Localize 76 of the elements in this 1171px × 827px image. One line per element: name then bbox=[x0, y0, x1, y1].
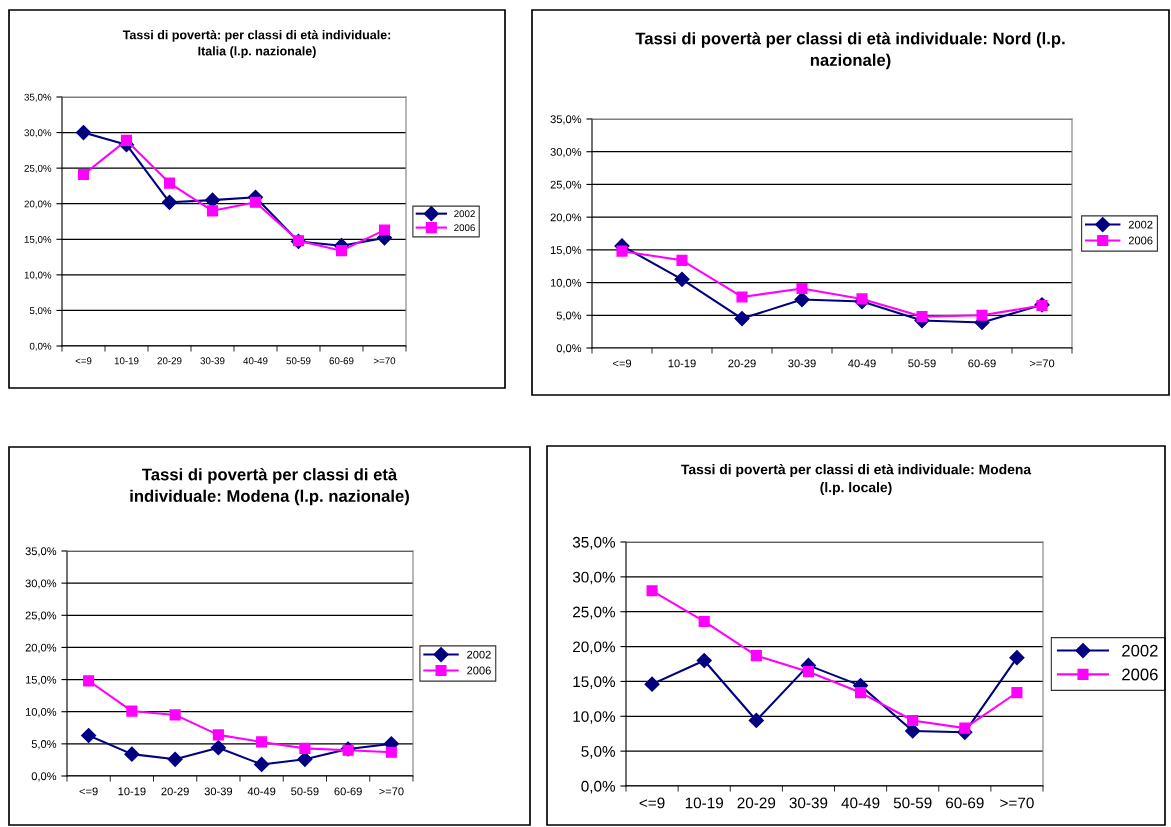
x-tick-label: 60-69 bbox=[334, 787, 362, 796]
legend-label: 2006 bbox=[467, 666, 491, 675]
x-tick-label: 50-59 bbox=[291, 787, 319, 796]
y-tick-label: 5,0% bbox=[556, 311, 582, 321]
y-tick-label: 5,0% bbox=[581, 746, 616, 759]
x-tick-label: 30-39 bbox=[789, 797, 828, 809]
x-tick-label: 40-49 bbox=[848, 359, 876, 368]
chart-title: Tassi di povertà per classi di età individuale: Modena (l.p. locale) bbox=[681, 464, 1032, 496]
x-tick-label: 30-39 bbox=[204, 787, 233, 796]
legend-label: 2002 bbox=[467, 650, 491, 659]
x-tick-label: 40-49 bbox=[247, 787, 276, 796]
y-tick-label: 20,0% bbox=[573, 641, 616, 655]
x-tick-label: 20-29 bbox=[157, 357, 182, 365]
x-tick-label: 60-69 bbox=[968, 359, 996, 368]
x-tick-label: 10-19 bbox=[114, 357, 139, 365]
y-tick-label: 10,0% bbox=[573, 711, 616, 724]
y-tick-label: 15,0% bbox=[550, 246, 582, 256]
y-tick-label: 35,0% bbox=[24, 93, 52, 102]
y-tick-label: 15,0% bbox=[25, 675, 57, 686]
legend-label: 2002 bbox=[454, 210, 475, 218]
y-tick-label: 20,0% bbox=[24, 200, 52, 209]
y-tick-label: 35,0% bbox=[572, 536, 616, 550]
chart-title: Tassi di povertà: per classi di età individuale: Italia (l.p. nazionale) bbox=[122, 30, 391, 58]
y-tick-label: 5,0% bbox=[29, 307, 52, 316]
x-tick-label: 50-59 bbox=[908, 359, 936, 368]
x-tick-label: 50-59 bbox=[893, 797, 932, 809]
legend-label: 2006 bbox=[1122, 668, 1158, 681]
y-tick-label: 25,0% bbox=[25, 611, 57, 621]
y-tick-label: 25,0% bbox=[24, 164, 52, 173]
x-tick-label: 10-19 bbox=[685, 797, 723, 809]
y-tick-label: 0,0% bbox=[556, 344, 582, 354]
x-tick-label: 30-39 bbox=[200, 357, 225, 365]
x-tick-label: >=70 bbox=[1000, 797, 1034, 809]
x-tick-label: 60-69 bbox=[329, 357, 354, 365]
y-tick-label: 0,0% bbox=[31, 772, 57, 782]
x-tick-label: 20-29 bbox=[161, 787, 189, 796]
legend-label: 2002 bbox=[1128, 220, 1153, 229]
y-tick-label: 0,0% bbox=[581, 780, 616, 794]
y-tick-label: 30,0% bbox=[25, 579, 57, 589]
y-tick-label: 35,0% bbox=[550, 115, 582, 125]
y-tick-label: 35,0% bbox=[25, 547, 57, 557]
y-tick-label: 20,0% bbox=[550, 213, 582, 223]
x-tick-label: 50-59 bbox=[286, 357, 311, 365]
x-tick-label: <=9 bbox=[79, 787, 98, 796]
chart-title: Tassi di povertà per classi di età individuale: Modena (l.p. nazionale) bbox=[130, 468, 409, 506]
y-tick-label: 0,0% bbox=[29, 342, 52, 351]
x-tick-label: <=9 bbox=[612, 359, 632, 368]
x-tick-label: <=9 bbox=[639, 797, 665, 809]
y-tick-label: 25,0% bbox=[550, 180, 582, 190]
x-tick-label: 60-69 bbox=[946, 797, 984, 809]
legend-label: 2002 bbox=[1122, 644, 1158, 657]
y-tick-label: 10,0% bbox=[550, 278, 582, 289]
x-tick-label: 20-29 bbox=[737, 797, 776, 809]
x-tick-label: 20-29 bbox=[728, 359, 756, 368]
legend-label: 2006 bbox=[454, 224, 475, 232]
x-tick-label: 30-39 bbox=[788, 359, 816, 368]
x-tick-label: 40-49 bbox=[841, 797, 880, 809]
y-tick-label: 10,0% bbox=[25, 707, 57, 718]
y-tick-label: 30,0% bbox=[24, 129, 52, 138]
y-tick-label: 15,0% bbox=[24, 236, 52, 245]
x-tick-label: >=70 bbox=[379, 787, 404, 796]
y-tick-label: 30,0% bbox=[572, 571, 616, 585]
y-tick-label: 10,0% bbox=[24, 271, 52, 280]
y-tick-label: 15,0% bbox=[573, 676, 616, 689]
y-tick-label: 20,0% bbox=[25, 643, 57, 653]
y-tick-label: 25,0% bbox=[573, 606, 616, 620]
x-tick-label: 10-19 bbox=[118, 787, 146, 796]
legend-label: 2006 bbox=[1128, 236, 1153, 245]
y-tick-label: 30,0% bbox=[550, 147, 582, 158]
x-tick-label: <=9 bbox=[75, 357, 92, 365]
x-tick-label: >=70 bbox=[1029, 359, 1055, 368]
y-tick-label: 5,0% bbox=[31, 740, 57, 750]
x-tick-label: 40-49 bbox=[243, 357, 268, 365]
x-tick-label: 10-19 bbox=[668, 359, 696, 368]
x-tick-label: >=70 bbox=[373, 357, 396, 365]
chart-title: Tassi di povertà per classi di età individuale: Nord (l.p. nazionale) bbox=[635, 32, 1065, 70]
